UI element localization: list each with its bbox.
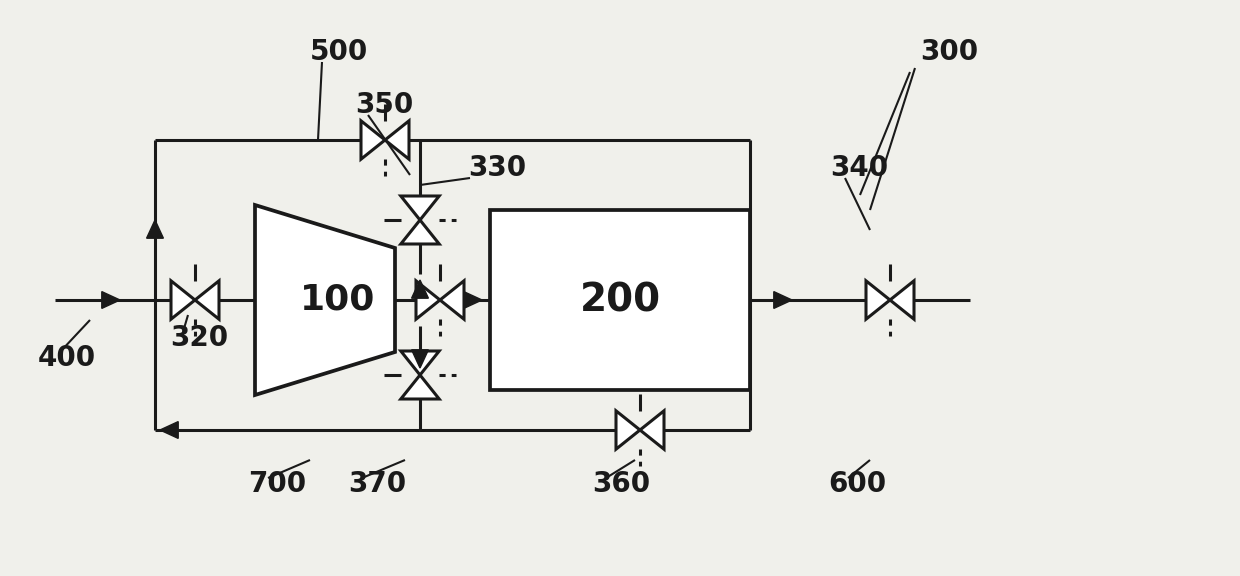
Polygon shape (401, 220, 439, 244)
Polygon shape (440, 281, 464, 319)
Polygon shape (774, 291, 792, 308)
Polygon shape (890, 281, 914, 319)
Polygon shape (146, 220, 164, 238)
Text: 360: 360 (591, 470, 650, 498)
Text: 100: 100 (300, 283, 376, 317)
Polygon shape (415, 281, 440, 319)
Polygon shape (384, 121, 409, 159)
Polygon shape (464, 291, 482, 308)
Polygon shape (412, 280, 428, 298)
Text: 340: 340 (830, 154, 888, 182)
Text: 370: 370 (348, 470, 407, 498)
Polygon shape (102, 291, 120, 308)
Polygon shape (640, 411, 663, 449)
Polygon shape (616, 411, 640, 449)
Text: 350: 350 (355, 91, 413, 119)
Polygon shape (401, 196, 439, 220)
Polygon shape (401, 351, 439, 375)
Text: 600: 600 (828, 470, 887, 498)
Polygon shape (412, 350, 428, 368)
Text: 330: 330 (467, 154, 526, 182)
Polygon shape (401, 375, 439, 399)
Text: 300: 300 (920, 38, 978, 66)
Polygon shape (866, 281, 890, 319)
Text: 500: 500 (310, 38, 368, 66)
Bar (490, 210, 750, 390)
Text: 400: 400 (38, 344, 97, 372)
Text: 200: 200 (579, 281, 661, 319)
Text: 320: 320 (170, 324, 228, 352)
Polygon shape (171, 281, 195, 319)
Polygon shape (195, 281, 219, 319)
Polygon shape (160, 422, 179, 438)
Polygon shape (255, 205, 396, 395)
Text: 700: 700 (248, 470, 306, 498)
Polygon shape (361, 121, 384, 159)
